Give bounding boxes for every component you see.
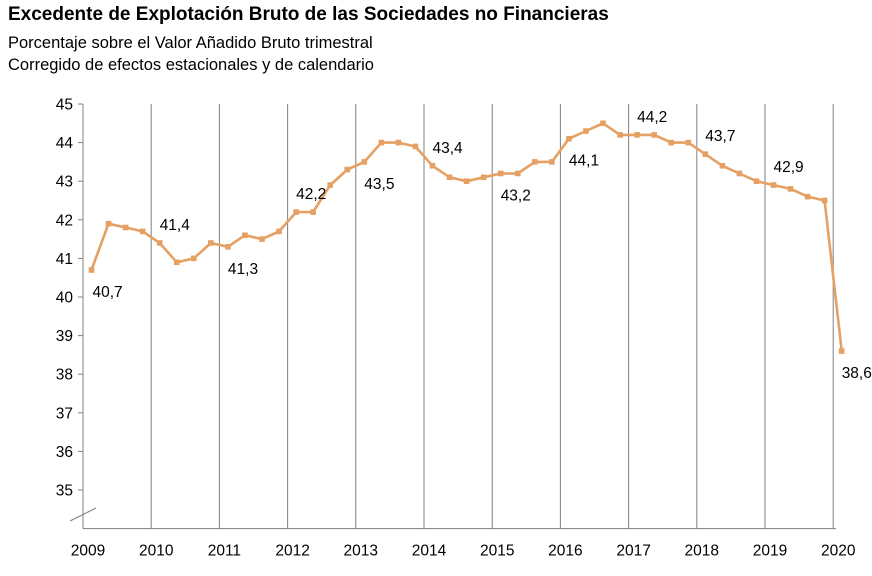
data-point <box>719 162 726 169</box>
y-tick-label-39: 39 <box>56 328 73 345</box>
y-axis-break <box>69 507 97 522</box>
data-point <box>361 159 368 165</box>
data-label: 41,3 <box>228 261 258 278</box>
data-point <box>276 228 282 235</box>
data-point <box>566 135 572 142</box>
data-label: 44,2 <box>637 109 667 126</box>
y-tick-label-43: 43 <box>56 174 73 191</box>
data-point <box>259 236 265 242</box>
data-label: 43,4 <box>433 140 464 157</box>
data-point <box>173 259 180 266</box>
data-point <box>583 128 589 134</box>
x-tick-label-2017: 2017 <box>616 543 650 560</box>
data-label: 43,7 <box>705 128 735 145</box>
data-point <box>480 174 487 181</box>
data-point <box>327 182 333 188</box>
data-point <box>139 228 146 235</box>
y-tick-label-44: 44 <box>56 135 74 152</box>
data-label: 38,6 <box>842 365 872 382</box>
x-tick-label-2015: 2015 <box>480 543 514 560</box>
x-tick-label-2010: 2010 <box>139 543 174 560</box>
data-label: 40,7 <box>93 284 123 301</box>
data-point <box>787 186 794 192</box>
data-point <box>293 209 299 215</box>
y-tick-label-37: 37 <box>56 405 73 422</box>
data-point <box>344 166 351 173</box>
data-point <box>736 170 743 177</box>
y-tick-label-38: 38 <box>56 367 73 384</box>
data-point <box>446 174 453 181</box>
y-tick-label-36: 36 <box>56 444 73 461</box>
series-line <box>90 122 843 352</box>
data-point <box>821 197 828 204</box>
data-point <box>105 220 112 227</box>
data-label: 42,9 <box>774 159 804 176</box>
chart-subtitle-2: Corregido de efectos estacionales y de c… <box>8 56 374 74</box>
data-point <box>242 232 248 239</box>
data-point <box>514 170 521 177</box>
data-point <box>310 209 316 215</box>
data-point <box>668 139 674 146</box>
x-tick-label-2014: 2014 <box>412 543 447 560</box>
y-tick-label-40: 40 <box>56 290 74 307</box>
x-tick-label-2012: 2012 <box>275 543 309 560</box>
data-point <box>122 224 129 231</box>
data-point <box>770 182 777 188</box>
data-point <box>208 240 214 246</box>
data-point <box>225 244 231 250</box>
data-point <box>429 162 436 169</box>
data-point <box>617 132 623 138</box>
data-point <box>88 267 95 273</box>
data-point <box>191 255 197 262</box>
x-tick-label-2009: 2009 <box>71 543 105 560</box>
data-point <box>463 178 470 184</box>
chart-title: Excedente de Explotación Bruto de las So… <box>8 4 609 25</box>
data-label: 44,1 <box>569 153 599 170</box>
data-point <box>497 170 504 177</box>
x-tick-label-2016: 2016 <box>548 543 582 560</box>
y-tick-label-45: 45 <box>56 97 73 114</box>
data-point <box>532 159 538 165</box>
data-label: 43,5 <box>364 176 394 193</box>
x-tick-label-2011: 2011 <box>208 543 241 560</box>
data-point <box>378 139 385 146</box>
chart-subtitle-1: Porcentaje sobre el Valor Añadido Bruto … <box>8 34 373 52</box>
y-tick-label-42: 42 <box>56 212 73 229</box>
data-point <box>634 132 640 138</box>
data-point <box>651 132 657 138</box>
x-tick-label-2020: 2020 <box>821 543 856 560</box>
data-label: 41,4 <box>160 217 191 234</box>
data-point <box>412 143 419 150</box>
data-point <box>685 139 692 146</box>
data-label: 43,2 <box>501 187 531 204</box>
x-tick-label-2019: 2019 <box>753 543 787 560</box>
data-point <box>549 159 555 165</box>
data-point <box>838 348 845 354</box>
y-tick-label-35: 35 <box>56 483 73 500</box>
data-point <box>702 151 709 157</box>
data-point <box>156 240 163 246</box>
data-point <box>600 120 606 127</box>
data-label: 42,2 <box>296 186 326 203</box>
x-tick-label-2013: 2013 <box>344 543 378 560</box>
x-tick-label-2018: 2018 <box>685 543 719 560</box>
data-point <box>753 178 760 184</box>
y-tick-label-41: 41 <box>56 251 73 268</box>
data-point <box>804 193 811 200</box>
data-point <box>395 139 402 146</box>
